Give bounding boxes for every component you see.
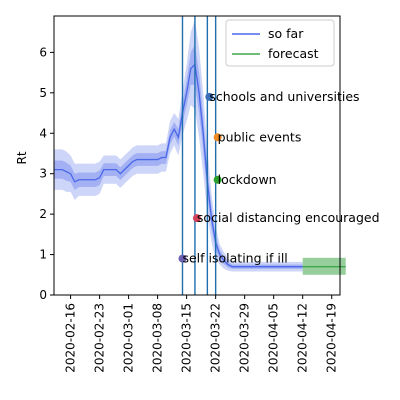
legend: so far forecast: [225, 19, 335, 67]
x-tick-label-6: 2020-03-29: [238, 303, 252, 373]
so-far-line: [54, 63, 303, 268]
event-label-2: schools and universities: [209, 89, 359, 104]
y-tick-label-1: 1: [39, 248, 47, 262]
legend-label-0: so far: [268, 26, 304, 41]
x-tick-label-7: 2020-04-05: [267, 303, 281, 373]
event-marker-0: [178, 254, 187, 263]
event-marker-2: [205, 92, 214, 101]
event-label-4: lockdown: [218, 172, 277, 187]
event-marker-3: [213, 133, 222, 142]
y-tick-label-6: 6: [39, 45, 47, 59]
event-label-0: self isolating if ill: [182, 251, 287, 266]
event-marker-4: [213, 175, 222, 184]
so-far-inner-band: [54, 44, 303, 269]
x-tick-label-4: 2020-03-15: [180, 303, 194, 373]
y-tick-label-5: 5: [39, 86, 47, 100]
event-label-3: public events: [218, 129, 302, 144]
event-marker-1: [192, 214, 201, 223]
x-tick-label-3: 2020-03-08: [151, 303, 165, 373]
y-axis-label: Rt: [15, 151, 29, 164]
x-tick-label-5: 2020-03-22: [209, 303, 223, 373]
x-tick-label-2: 2020-03-01: [122, 303, 136, 373]
y-tick-label-3: 3: [39, 167, 47, 181]
axes: 0 1 2 3 4 5 6 2020-02-16 2020-02-23 2020-03-01 202…: [39, 15, 341, 373]
so-far-outer-band: [54, 20, 303, 272]
y-tick-label-2: 2: [39, 207, 47, 221]
axes-frame: [53, 15, 341, 296]
x-tick-label-0: 2020-02-16: [64, 303, 78, 373]
y-tick-label-0: 0: [39, 288, 47, 302]
legend-label-1: forecast: [268, 46, 319, 61]
x-tick-label-8: 2020-04-12: [296, 303, 310, 373]
x-tick-label-1: 2020-02-23: [93, 303, 107, 373]
x-tick-label-9: 2020-04-19: [325, 303, 339, 373]
event-label-1: social distancing encouraged: [197, 210, 380, 225]
y-tick-label-4: 4: [39, 126, 47, 140]
plot-area: self isolating if ill social distancing e…: [54, 16, 380, 295]
